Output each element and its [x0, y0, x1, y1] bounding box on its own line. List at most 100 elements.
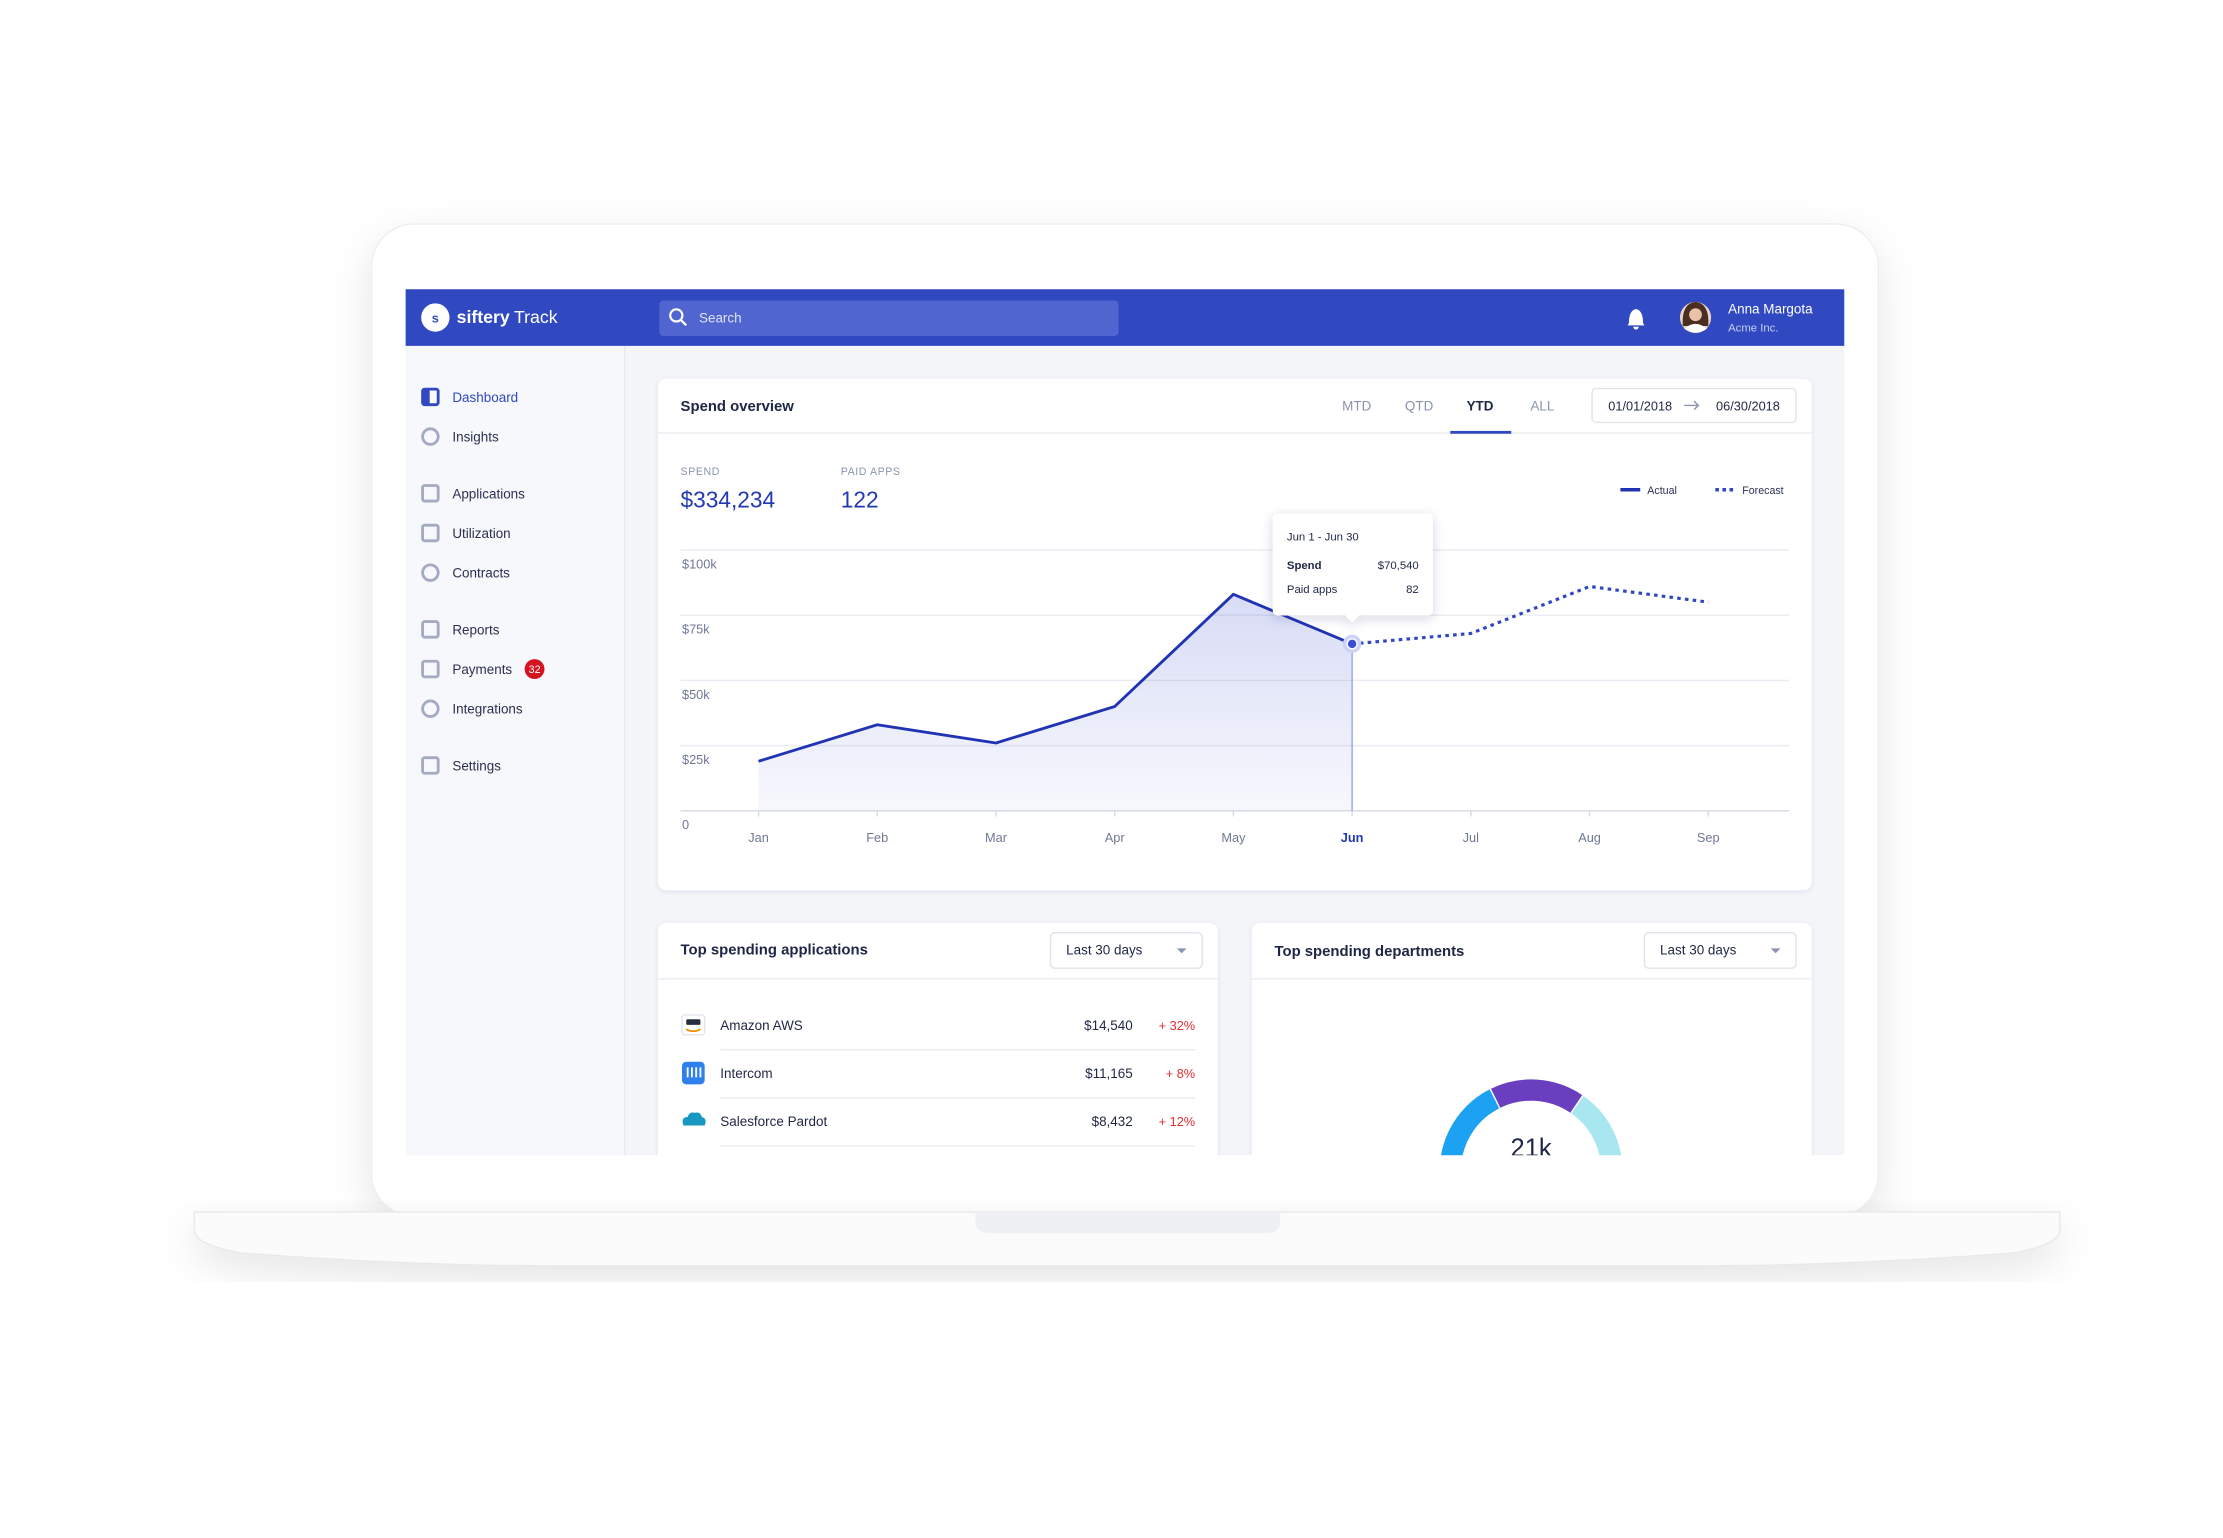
- sidebar-item[interactable]: Insights: [421, 427, 499, 446]
- point: [1346, 638, 1358, 650]
- legend-label: Forecast: [1742, 485, 1783, 497]
- search-box[interactable]: [659, 300, 1119, 336]
- tooltip: Jun 1 - Jun 30 Spend $70,540 Paid apps 82: [1272, 513, 1433, 623]
- kpi-value: $334,234: [681, 486, 776, 512]
- badge-count: 32: [529, 664, 541, 676]
- x-tick-label: Jun: [1341, 830, 1364, 845]
- screen: s siftery Track Search Anna Margota Acme …: [405, 289, 1845, 1163]
- departments-period-dropdown[interactable]: [1643, 932, 1797, 969]
- sidebar-item[interactable]: Reports: [421, 620, 500, 639]
- y-tick-label: $100k: [682, 556, 717, 571]
- avatar-face: [1689, 308, 1702, 322]
- sidebar: [405, 345, 624, 1156]
- y-tick-label: 0: [682, 817, 689, 832]
- app-row[interactable]: Salesforce Pardot $8,432 + 12%: [682, 1112, 1196, 1147]
- sidebar-icon: [421, 659, 440, 679]
- donut-segment: [1441, 1089, 1500, 1156]
- period-tab[interactable]: ALL: [1530, 398, 1554, 413]
- app-row[interactable]: Intercom $11,165 + 8%: [681, 1061, 1196, 1099]
- sidebar-item[interactable]: Dashboard: [421, 387, 519, 407]
- top-bar: [405, 289, 1845, 346]
- logo-text[interactable]: siftery Track: [457, 307, 558, 327]
- period-tab[interactable]: QTD: [1405, 398, 1434, 413]
- sidebar-item[interactable]: Integrations: [421, 699, 523, 718]
- sidebar-label: Payments: [452, 662, 512, 677]
- search-icon-handle: [680, 319, 688, 327]
- badge: [524, 659, 545, 679]
- sidebar-item[interactable]: Settings: [421, 756, 502, 775]
- y-tick-label: $25k: [682, 752, 710, 767]
- period-tab[interactable]: MTD: [1342, 398, 1371, 413]
- product: Track: [514, 307, 558, 327]
- kpi-label: PAID APPS: [841, 466, 901, 478]
- app-amount: $8,432: [1092, 1114, 1133, 1129]
- sidebar-icon: [421, 523, 440, 543]
- apps-period-dropdown[interactable]: [1049, 932, 1203, 969]
- x-tick-label: May: [1221, 830, 1246, 845]
- sidebar-icon: [421, 484, 440, 503]
- logo-letter: s: [432, 310, 439, 325]
- x-tick-label: Jan: [748, 830, 769, 845]
- series-line: [1351, 584, 1709, 646]
- sidebar-icon: [421, 563, 440, 582]
- date-to: 06/30/2018: [1716, 398, 1780, 413]
- kpi-label: SPEND: [681, 466, 720, 478]
- sidebar-item[interactable]: Payments 32: [421, 659, 545, 679]
- app-change: + 8%: [1166, 1066, 1195, 1081]
- aws-mark: [686, 1019, 701, 1025]
- date-arrow: [1684, 400, 1700, 411]
- sidebar-item[interactable]: Applications: [421, 484, 526, 503]
- period-tab[interactable]: YTD: [1467, 398, 1494, 413]
- tooltip-label: Spend: [1287, 560, 1322, 572]
- x-tick-label: Mar: [985, 830, 1008, 845]
- kpi-value: 122: [841, 486, 879, 512]
- dropdown-caret: [1176, 948, 1187, 954]
- sidebar-label: Settings: [452, 758, 501, 773]
- x-tick-label: Apr: [1105, 830, 1126, 845]
- donut-chart: [1441, 1079, 1622, 1156]
- app-icon: [682, 1112, 706, 1126]
- departments-period: Last 30 days: [1660, 943, 1737, 958]
- app-name: Amazon AWS: [720, 1018, 803, 1033]
- notification-bell[interactable]: [1627, 309, 1645, 330]
- series-line: [758, 592, 1353, 763]
- app-icon-group: [681, 1061, 705, 1085]
- sidebar-item[interactable]: Utilization: [421, 523, 511, 543]
- app-row[interactable]: Amazon AWS $14,540 + 32%: [681, 1014, 1196, 1051]
- card-title: Spend overview: [681, 399, 795, 415]
- sidebar-label: Applications: [452, 486, 525, 501]
- legend-label: Actual: [1647, 485, 1677, 497]
- brand: siftery: [457, 307, 510, 327]
- search-icon: [669, 308, 684, 323]
- sidebar-label: Reports: [452, 622, 499, 637]
- sidebar-icon: [421, 756, 440, 775]
- laptop-notch: [975, 1211, 1281, 1234]
- apps-title: Top spending applications: [681, 943, 868, 959]
- tooltip-box: [1272, 513, 1433, 623]
- x-tick-label: Feb: [866, 830, 888, 845]
- app-icon-group: [682, 1112, 706, 1126]
- logo-mark[interactable]: [421, 303, 450, 332]
- donut-segment: [1491, 1079, 1583, 1113]
- sidebar-label: Insights: [452, 430, 499, 445]
- area: [758, 594, 1353, 811]
- departments-title: Top spending departments: [1275, 944, 1465, 960]
- donut-center-label: 21k: [1511, 1135, 1552, 1163]
- tooltip-label: Paid apps: [1287, 584, 1338, 596]
- sidebar-icon-fill: [422, 389, 430, 405]
- sidebar-label: Dashboard: [452, 390, 518, 405]
- y-tick-label: $50k: [682, 687, 710, 702]
- x-tick-label: Sep: [1697, 830, 1720, 845]
- user-name: Anna Margota: [1728, 301, 1813, 316]
- app-change: + 12%: [1159, 1114, 1196, 1129]
- app-name: Salesforce Pardot: [720, 1114, 827, 1129]
- tooltip-title: Jun 1 - Jun 30: [1287, 531, 1359, 543]
- app-name: Intercom: [720, 1066, 772, 1081]
- tab-underline: [1450, 430, 1512, 434]
- donut-segment: [1571, 1095, 1622, 1156]
- sidebar-icon: [421, 620, 440, 639]
- app-amount: $11,165: [1085, 1066, 1133, 1081]
- sidebar-label: Utilization: [452, 526, 510, 541]
- sidebar-item[interactable]: Contracts: [421, 563, 511, 582]
